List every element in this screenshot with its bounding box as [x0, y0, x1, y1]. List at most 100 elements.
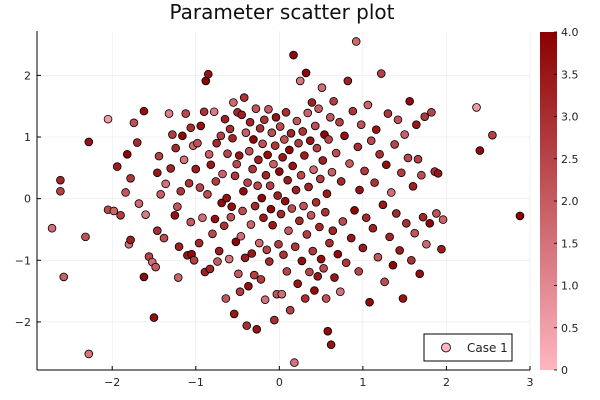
- scatter-point: [176, 186, 186, 196]
- scatter-point: [260, 295, 270, 305]
- scatter-point: [325, 112, 335, 122]
- scatter-point: [194, 238, 204, 248]
- scatter-point: [224, 254, 234, 264]
- scatter-point: [174, 242, 184, 252]
- colorbar-gradient: [540, 32, 557, 370]
- scatter-point: [290, 358, 299, 367]
- scatter-point: [258, 139, 267, 149]
- scatter-point: [222, 193, 231, 203]
- scatter-point: [345, 159, 354, 168]
- scatter-point: [252, 325, 262, 334]
- scatter-point: [264, 257, 274, 266]
- scatter-point: [206, 160, 216, 170]
- scatter-point: [393, 115, 403, 125]
- scatter-point: [230, 171, 240, 181]
- scatter-point: [475, 146, 485, 155]
- scatter-point: [307, 98, 317, 107]
- scatter-point: [153, 168, 162, 178]
- scatter-point: [181, 109, 191, 118]
- scatter-point: [388, 260, 398, 270]
- scatter-point: [425, 219, 435, 228]
- scatter-point: [305, 136, 315, 146]
- scatter-point: [186, 123, 196, 133]
- scatter-point: [179, 155, 189, 165]
- scatter-point: [298, 127, 308, 136]
- scatter-point: [395, 246, 404, 255]
- scatter-point: [317, 83, 327, 93]
- scatter-point: [248, 164, 257, 174]
- scatter-point: [193, 138, 202, 148]
- scatter-point: [302, 230, 312, 239]
- scatter-point: [244, 146, 254, 156]
- scatter-point: [229, 98, 238, 107]
- scatter-point: [213, 257, 222, 266]
- scatter-point: [256, 275, 266, 284]
- scatter-point: [297, 256, 307, 266]
- x-tick-label: 1: [359, 376, 366, 389]
- scatter-point: [285, 305, 295, 315]
- scatter-point: [361, 213, 371, 223]
- scatter-point: [321, 294, 331, 303]
- scatter-point: [178, 131, 187, 141]
- scatter-point: [203, 190, 212, 199]
- legend-marker: [441, 342, 451, 353]
- scatter-point: [244, 281, 253, 291]
- scatter-point: [191, 164, 201, 174]
- scatter-point: [335, 117, 344, 127]
- scatter-point: [253, 181, 262, 191]
- scatter-point: [353, 142, 363, 152]
- scatter-point: [291, 185, 301, 195]
- x-tick-label: 2: [443, 376, 450, 389]
- scatter-point: [225, 124, 235, 134]
- scatter-point: [228, 133, 237, 143]
- scatter-point: [280, 135, 289, 144]
- legend-label: Case 1: [467, 341, 508, 355]
- scatter-point: [303, 108, 313, 118]
- scatter-point: [173, 202, 182, 211]
- scatter-point: [282, 267, 292, 276]
- scatter-point: [234, 151, 244, 160]
- scatter-point: [350, 206, 359, 215]
- scatter-point: [340, 131, 349, 141]
- scatter-point: [300, 151, 309, 160]
- scatter-point: [279, 250, 288, 260]
- scatter-point: [173, 273, 183, 282]
- scatter-point: [354, 267, 364, 276]
- scatter-point: [320, 207, 330, 217]
- scatter-point: [208, 229, 217, 239]
- scatter-point: [109, 206, 119, 216]
- scatter-point: [351, 37, 361, 46]
- scatter-point: [365, 297, 374, 307]
- scatter-point: [231, 237, 241, 247]
- scatter-point: [129, 118, 139, 128]
- scatter-point: [316, 254, 326, 264]
- scatter-point: [397, 168, 406, 178]
- scatter-point: [259, 115, 269, 125]
- scatter-point: [275, 122, 285, 131]
- scatter-point: [310, 286, 319, 295]
- scatter-point: [292, 116, 302, 126]
- scatter-point: [405, 96, 414, 106]
- y-tick-label: 1: [24, 131, 31, 144]
- scatter-point: [268, 220, 277, 230]
- scatter-point: [221, 294, 231, 303]
- scatter-point: [239, 93, 249, 102]
- scatter-point: [356, 120, 366, 129]
- scatter-point: [438, 215, 448, 224]
- scatter-point: [287, 204, 297, 213]
- scatter-point: [126, 174, 135, 183]
- y-tick-label: 2: [24, 69, 31, 82]
- scatter-point: [81, 232, 90, 242]
- scatter-point: [237, 110, 247, 120]
- scatter-point: [368, 223, 378, 233]
- scatter-point: [214, 246, 224, 256]
- scatter-point: [319, 263, 328, 273]
- scatter-point: [273, 191, 282, 200]
- colorbar-tick-label: 3.0: [561, 111, 579, 124]
- scatter-point: [249, 270, 259, 280]
- scatter-point: [346, 233, 356, 243]
- scatter-point: [210, 214, 220, 224]
- scatter-point: [275, 167, 284, 176]
- scatter-point: [132, 138, 142, 147]
